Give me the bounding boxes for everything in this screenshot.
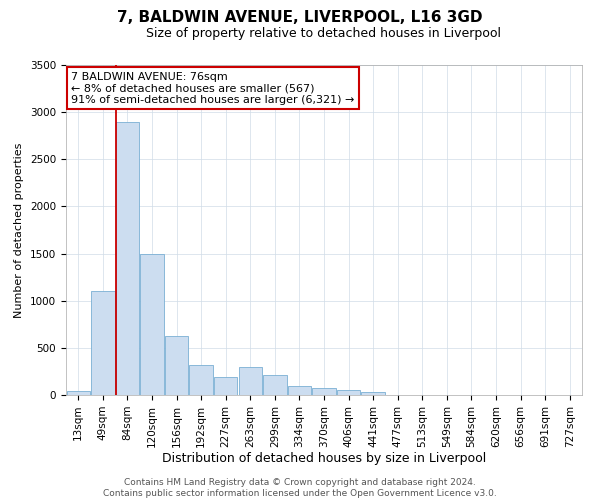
Bar — [337, 390, 360, 395]
Bar — [91, 292, 115, 395]
X-axis label: Distribution of detached houses by size in Liverpool: Distribution of detached houses by size … — [162, 452, 486, 466]
Bar — [67, 391, 90, 395]
Bar — [288, 386, 311, 395]
Bar — [239, 367, 262, 395]
Text: 7, BALDWIN AVENUE, LIVERPOOL, L16 3GD: 7, BALDWIN AVENUE, LIVERPOOL, L16 3GD — [117, 10, 483, 25]
Y-axis label: Number of detached properties: Number of detached properties — [14, 142, 25, 318]
Bar — [140, 254, 164, 395]
Bar — [116, 122, 139, 395]
Bar — [190, 365, 213, 395]
Bar — [361, 392, 385, 395]
Bar — [214, 377, 238, 395]
Text: 7 BALDWIN AVENUE: 76sqm
← 8% of detached houses are smaller (567)
91% of semi-de: 7 BALDWIN AVENUE: 76sqm ← 8% of detached… — [71, 72, 355, 105]
Text: Contains HM Land Registry data © Crown copyright and database right 2024.
Contai: Contains HM Land Registry data © Crown c… — [103, 478, 497, 498]
Title: Size of property relative to detached houses in Liverpool: Size of property relative to detached ho… — [146, 27, 502, 40]
Bar — [263, 374, 287, 395]
Bar — [165, 336, 188, 395]
Bar — [313, 388, 335, 395]
